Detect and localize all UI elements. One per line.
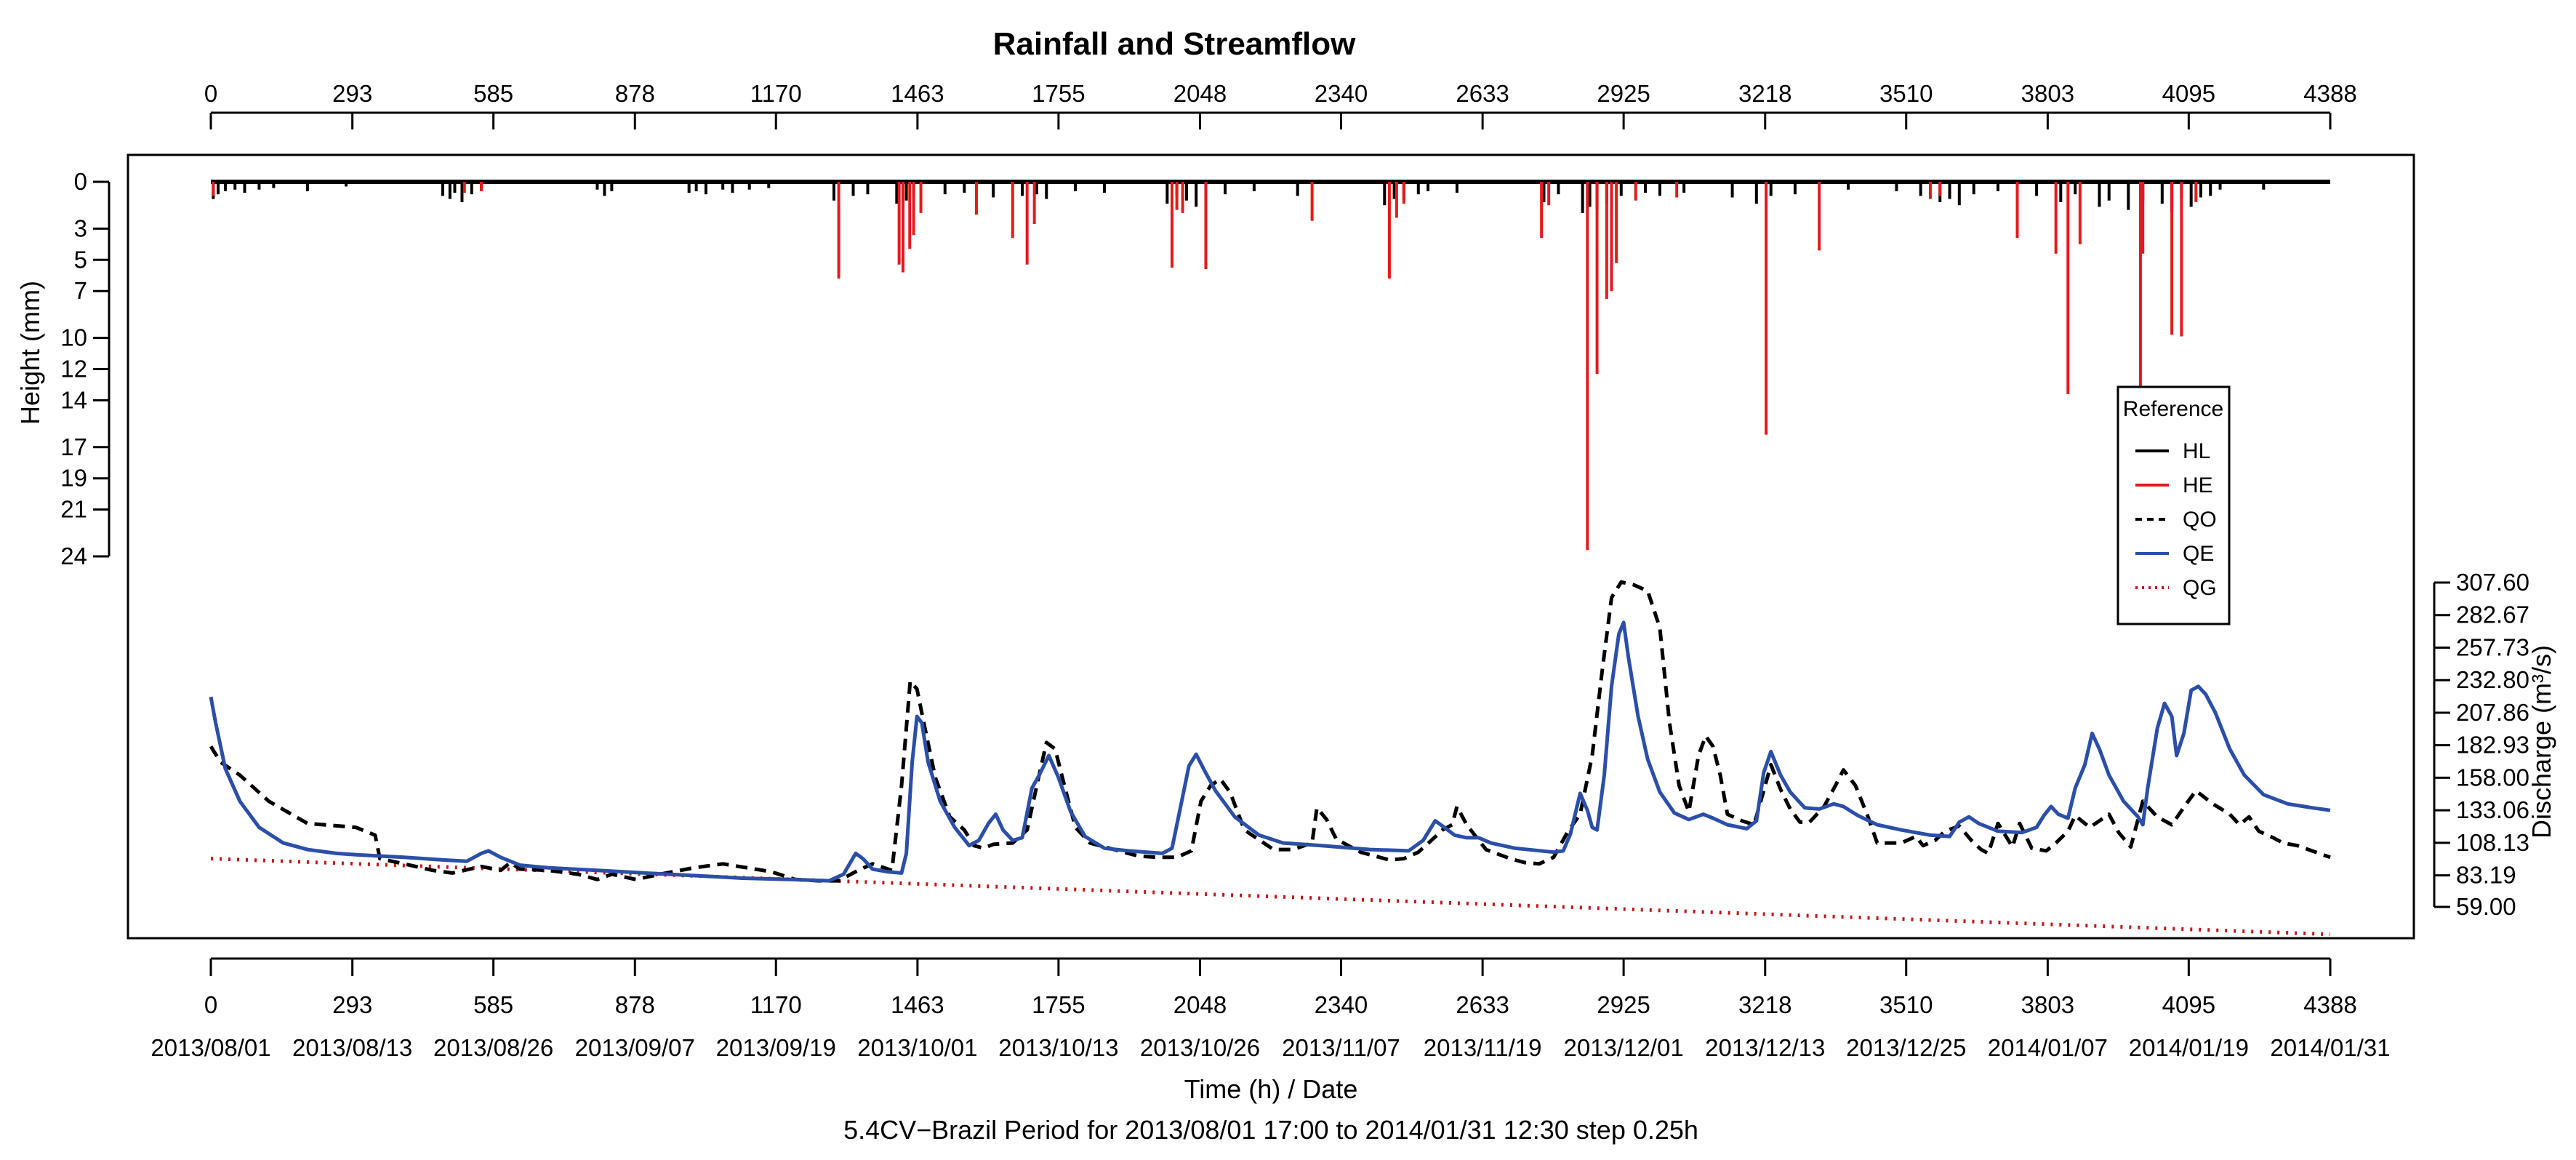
top-axis-tick-label: 878 xyxy=(615,80,655,107)
rain-layer xyxy=(211,180,2330,551)
series-layer xyxy=(209,580,2331,937)
top-axis-tick-label: 2340 xyxy=(1315,80,1368,107)
bottom-axis-tick-label: 4388 xyxy=(2303,991,2356,1018)
bottom-axis-date-label: 2013/08/01 xyxy=(151,1034,270,1061)
legend-box xyxy=(2116,385,2231,625)
legend-label-qo: QO xyxy=(2183,508,2217,532)
height-axis-tick-label: 21 xyxy=(60,496,87,523)
top-axis-tick-label: 4388 xyxy=(2303,80,2356,107)
bottom-axis-tick-label: 3218 xyxy=(1738,991,1791,1018)
top-axis-tick-label: 2633 xyxy=(1456,80,1509,107)
top-axis-tick-label: 3510 xyxy=(1879,80,1933,107)
bottom-axis-date-label: 2013/09/07 xyxy=(575,1034,695,1061)
chart-subtitle: 5.4CV−Brazil Period for 2013/08/01 17:00… xyxy=(843,1115,1698,1145)
height-axis-tick-label: 14 xyxy=(60,386,87,413)
height-axis-tick-label: 24 xyxy=(60,543,87,569)
plot-frame xyxy=(127,153,2415,940)
bottom-axis-date-label: 2014/01/31 xyxy=(2270,1034,2390,1061)
bottom-axis-tick-label: 293 xyxy=(332,991,372,1018)
top-axis-tick-label: 0 xyxy=(204,80,217,107)
height-axis-tick-label: 3 xyxy=(74,215,87,241)
bottom-axis-tick-label: 3803 xyxy=(2021,991,2074,1018)
discharge-axis-tick-label: 232.80 xyxy=(2456,666,2529,693)
discharge-axis-tick-label: 307.60 xyxy=(2456,569,2529,596)
top-axis-tick-label: 3803 xyxy=(2021,80,2074,107)
bottom-axis-tick-label: 1170 xyxy=(750,991,802,1018)
bottom-axis: 0 2013/08/01 293 2013/08/13 585 2013/08/26 878… xyxy=(151,957,2391,1061)
top-axis-tick-label: 4095 xyxy=(2162,80,2215,107)
series-qg-line xyxy=(210,857,2331,937)
top-axis-tick-label: 1463 xyxy=(891,80,944,107)
y-axis-label-discharge: Discharge (m³/s) xyxy=(2527,645,2556,839)
bottom-axis-date-label: 2013/10/01 xyxy=(857,1034,977,1061)
height-axis-tick-label: 10 xyxy=(60,324,87,351)
discharge-axis: 307.60 282.67 257.73 232.80 207.86 182.93 158.… xyxy=(2433,569,2529,920)
height-axis-tick-label: 19 xyxy=(60,465,87,492)
legend-label-qe: QE xyxy=(2183,542,2214,566)
bottom-axis-tick-label: 3510 xyxy=(1879,991,1933,1018)
top-axis-tick-label: 293 xyxy=(332,80,372,107)
bottom-axis-tick-label: 0 xyxy=(204,991,217,1018)
bottom-axis-tick-label: 1755 xyxy=(1032,991,1085,1018)
bottom-axis-date-label: 2013/12/25 xyxy=(1846,1034,1966,1061)
height-axis-tick-label: 5 xyxy=(74,246,87,273)
bottom-axis-date-label: 2014/01/07 xyxy=(1988,1034,2108,1061)
bottom-axis-date-label: 2013/11/07 xyxy=(1282,1034,1400,1061)
legend-label-hl: HL xyxy=(2183,439,2210,463)
legend-label-he: HE xyxy=(2183,473,2213,497)
legend-label-qg: QG xyxy=(2183,576,2217,600)
chart-title: Rainfall and Streamflow xyxy=(993,26,1357,62)
x-axis-label: Time (h) / Date xyxy=(1184,1074,1358,1104)
bottom-axis-tick-label: 4095 xyxy=(2162,991,2215,1018)
bottom-axis-date-label: 2013/12/01 xyxy=(1564,1034,1684,1061)
bottom-axis-date-label: 2013/09/19 xyxy=(716,1034,836,1061)
legend-title: Reference xyxy=(2123,397,2223,421)
bottom-axis-date-label: 2013/08/26 xyxy=(433,1034,553,1061)
bottom-axis-date-label: 2013/10/13 xyxy=(998,1034,1118,1061)
height-axis: 0 3 5 7 10 12 14 17 19 21 24 xyxy=(60,168,111,569)
discharge-axis-tick-label: 207.86 xyxy=(2456,699,2529,726)
height-axis-tick-label: 17 xyxy=(60,433,87,460)
top-axis-tick-label: 3218 xyxy=(1738,80,1791,107)
bottom-axis-date-label: 2013/11/19 xyxy=(1424,1034,1542,1061)
top-axis-tick-label: 585 xyxy=(473,80,513,107)
series-qe-line xyxy=(209,620,2331,883)
discharge-axis-tick-label: 182.93 xyxy=(2456,732,2529,759)
bottom-axis-tick-label: 2048 xyxy=(1173,991,1227,1018)
top-axis-tick-label: 1755 xyxy=(1032,80,1085,107)
height-axis-tick-label: 12 xyxy=(60,356,87,383)
discharge-axis-tick-label: 282.67 xyxy=(2456,601,2529,628)
bottom-axis-date-label: 2013/08/13 xyxy=(292,1034,412,1061)
top-axis-tick-label: 2048 xyxy=(1173,80,1227,107)
height-axis-tick-label: 7 xyxy=(74,277,87,304)
discharge-axis-tick-label: 133.06 xyxy=(2456,796,2529,823)
legend: Reference HL HE QO QE QG xyxy=(2116,385,2231,625)
legend-items: HL HE QO QE QG xyxy=(2135,439,2217,600)
discharge-axis-tick-label: 108.13 xyxy=(2456,829,2529,856)
height-axis-tick-label: 0 xyxy=(74,168,87,195)
top-axis-tick-label: 2925 xyxy=(1597,80,1650,107)
top-axis: 0 293 585 878 1170 1463 1755 2048 2340 2633 2925 32… xyxy=(204,80,2357,129)
bottom-axis-tick-label: 2925 xyxy=(1597,991,1650,1018)
top-axis-tick-label: 1170 xyxy=(750,80,802,107)
bottom-axis-tick-label: 1463 xyxy=(891,991,944,1018)
bottom-axis-date-label: 2014/01/19 xyxy=(2129,1034,2249,1061)
bottom-axis-tick-label: 2633 xyxy=(1456,991,1509,1018)
bottom-axis-date-label: 2013/10/26 xyxy=(1140,1034,1260,1061)
series-qo-line xyxy=(209,580,2331,883)
discharge-axis-tick-label: 59.00 xyxy=(2456,893,2516,920)
discharge-axis-tick-label: 158.00 xyxy=(2456,764,2529,791)
bottom-axis-tick-label: 585 xyxy=(473,991,513,1018)
y-axis-label-height: Height (mm) xyxy=(15,281,45,425)
bottom-axis-tick-label: 2340 xyxy=(1315,991,1368,1018)
discharge-axis-tick-label: 83.19 xyxy=(2456,862,2516,889)
discharge-axis-tick-label: 257.73 xyxy=(2456,633,2529,660)
bottom-axis-date-label: 2013/12/13 xyxy=(1705,1034,1825,1061)
bottom-axis-tick-label: 878 xyxy=(615,991,655,1018)
